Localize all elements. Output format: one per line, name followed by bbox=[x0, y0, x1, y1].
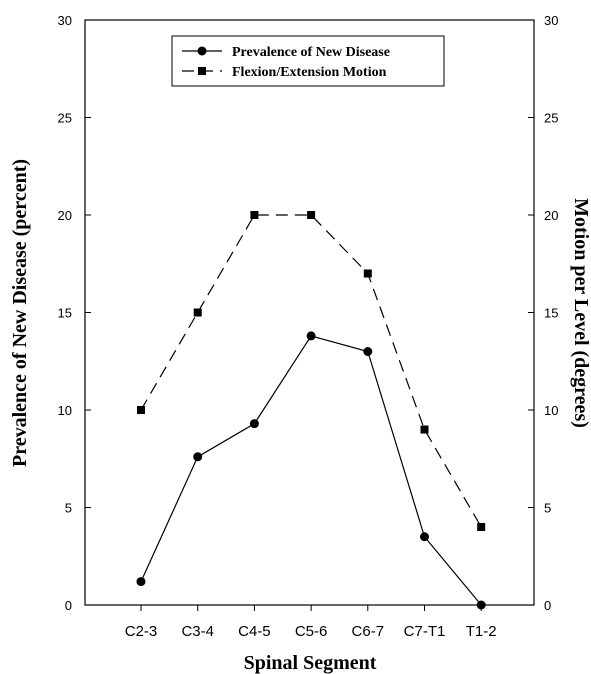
plot-frame bbox=[84, 19, 535, 606]
data-point-motion bbox=[137, 406, 145, 414]
left-axis: 0 5 10 15 20 25 30 bbox=[58, 13, 91, 613]
data-point-prevalence bbox=[136, 577, 146, 587]
data-point-motion bbox=[193, 308, 202, 317]
right-tick-label: 5 bbox=[544, 501, 551, 516]
right-axis: 0 5 10 15 20 25 30 bbox=[528, 13, 558, 613]
data-point-prevalence bbox=[363, 347, 373, 356]
data-point-prevalence bbox=[476, 600, 486, 610]
left-axis-title: Prevalence of New Disease (percent) bbox=[9, 159, 31, 467]
left-tick-label: 10 bbox=[58, 403, 72, 418]
x-axis-title: Spinal Segment bbox=[244, 652, 377, 674]
data-point-motion bbox=[420, 425, 429, 434]
data-point-prevalence bbox=[193, 452, 203, 462]
left-tick-label: 30 bbox=[58, 13, 72, 28]
legend-label-prevalence: Prevalence of New Disease bbox=[232, 45, 390, 60]
legend: Prevalence of New Disease Flexion/Extens… bbox=[171, 35, 445, 87]
series-line-prevalence bbox=[140, 335, 482, 606]
legend-marker-square bbox=[198, 67, 206, 75]
x-tick-label: C3-4 bbox=[181, 623, 214, 640]
x-tick-label: T1-2 bbox=[466, 623, 497, 640]
right-tick-label: 10 bbox=[544, 403, 558, 418]
x-axis: C2-3 C3-4 C4-5 C5-6 C6-7 C7-T1 T1-2 bbox=[125, 605, 497, 640]
left-tick-label: 5 bbox=[65, 501, 72, 516]
right-tick-label: 25 bbox=[544, 111, 558, 126]
left-tick-label: 20 bbox=[58, 208, 72, 223]
data-point-prevalence bbox=[249, 419, 259, 429]
data-point-motion bbox=[363, 269, 372, 278]
x-tick-label: C6-7 bbox=[352, 623, 385, 640]
legend-box bbox=[171, 35, 445, 87]
left-tick-label: 15 bbox=[58, 306, 72, 321]
x-tick-label: C7-T1 bbox=[404, 623, 446, 640]
left-tick-label: 25 bbox=[58, 111, 72, 126]
data-point-motion bbox=[250, 211, 259, 219]
right-tick-label: 0 bbox=[544, 598, 551, 613]
data-point-motion bbox=[477, 523, 486, 531]
data-point-motion bbox=[307, 211, 316, 219]
x-tick-label: C4-5 bbox=[238, 623, 271, 640]
series-line-motion bbox=[140, 214, 482, 528]
x-tick-label: C2-3 bbox=[125, 623, 158, 640]
right-axis-title: Motion per Level (degrees) bbox=[570, 198, 591, 428]
legend-label-motion: Flexion/Extension Motion bbox=[232, 65, 387, 80]
data-point-prevalence bbox=[420, 532, 429, 542]
right-tick-label: 20 bbox=[544, 208, 558, 223]
right-tick-label: 30 bbox=[544, 13, 558, 28]
right-tick-label: 15 bbox=[544, 306, 558, 321]
legend-marker-circle bbox=[197, 46, 207, 56]
series-layer bbox=[136, 211, 486, 610]
left-tick-label: 0 bbox=[65, 598, 72, 613]
data-point-prevalence bbox=[306, 331, 316, 341]
x-tick-label: C5-6 bbox=[295, 623, 328, 640]
